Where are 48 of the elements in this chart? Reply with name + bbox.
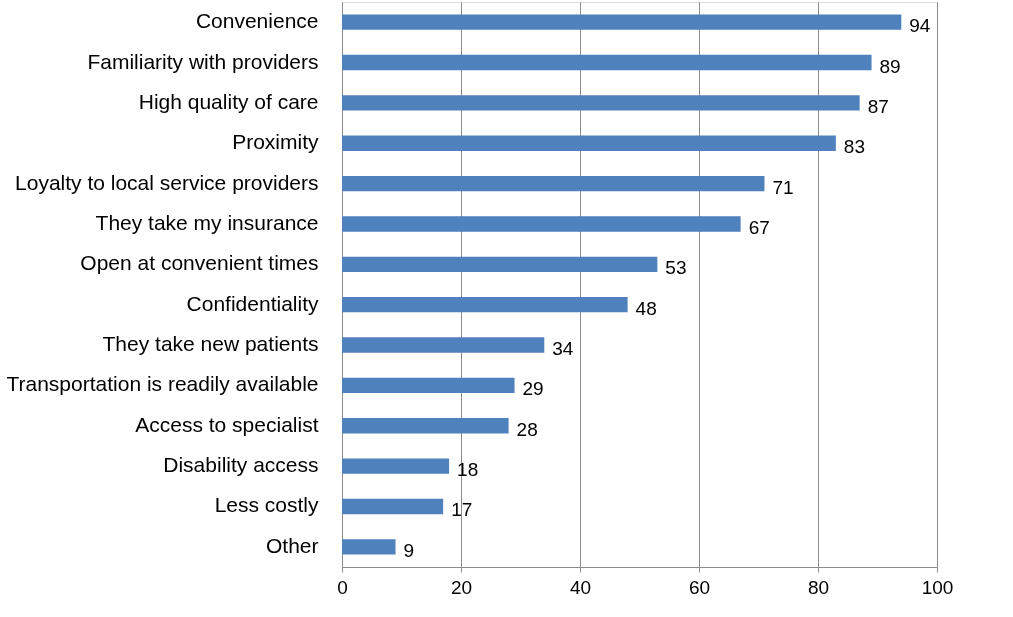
bar — [342, 95, 860, 111]
x-tick-label: 20 — [450, 576, 473, 598]
data-label: 83 — [843, 136, 865, 158]
bar — [342, 216, 741, 232]
y-tick-label: Loyalty to local service providers — [15, 170, 319, 194]
bar — [342, 337, 545, 353]
y-tick-label: Familiarity with providers — [87, 49, 319, 73]
y-tick-label: Other — [265, 533, 319, 557]
bar — [342, 175, 765, 192]
x-tick-label: 40 — [569, 576, 592, 598]
data-label: 48 — [635, 297, 657, 319]
data-label: 9 — [403, 539, 415, 561]
y-tick-label: Convenience — [195, 9, 319, 33]
bar — [342, 256, 658, 272]
y-tick-label: Disability access — [163, 453, 319, 477]
y-tick-label: Less costly — [214, 493, 319, 517]
bar — [342, 377, 515, 394]
data-label: 67 — [748, 216, 770, 238]
y-tick-label: Proximity — [232, 130, 319, 154]
data-label: 28 — [516, 418, 538, 440]
x-tick-label: 0 — [337, 576, 348, 598]
x-tick-label: 100 — [921, 576, 954, 598]
y-tick-label: Access to specialist — [135, 412, 319, 436]
bar — [342, 14, 902, 30]
y-tick-label: They take my insurance — [95, 210, 319, 234]
bar — [342, 458, 450, 474]
y-tick-label: They take new patients — [102, 332, 319, 356]
data-label: 18 — [457, 459, 479, 481]
data-label: 53 — [665, 257, 687, 279]
data-label: 34 — [552, 338, 574, 360]
bar — [342, 498, 444, 515]
bar — [342, 418, 509, 434]
bar — [342, 297, 628, 313]
y-tick-label: Confidentiality — [186, 291, 319, 315]
bar — [342, 539, 396, 555]
data-label: 87 — [867, 95, 889, 117]
y-tick-label: Open at convenient times — [80, 251, 319, 275]
bar — [342, 135, 836, 151]
x-tick-label: 60 — [688, 576, 711, 598]
y-tick-label: High quality of care — [138, 89, 319, 113]
data-label: 94 — [909, 15, 931, 37]
data-label: 17 — [451, 499, 473, 521]
data-label: 89 — [879, 55, 901, 77]
x-tick-label: 80 — [807, 576, 830, 598]
bar — [342, 54, 872, 71]
data-label: 71 — [772, 176, 794, 198]
data-label: 29 — [522, 378, 544, 400]
y-tick-label: Transportation is readily available — [6, 372, 319, 396]
